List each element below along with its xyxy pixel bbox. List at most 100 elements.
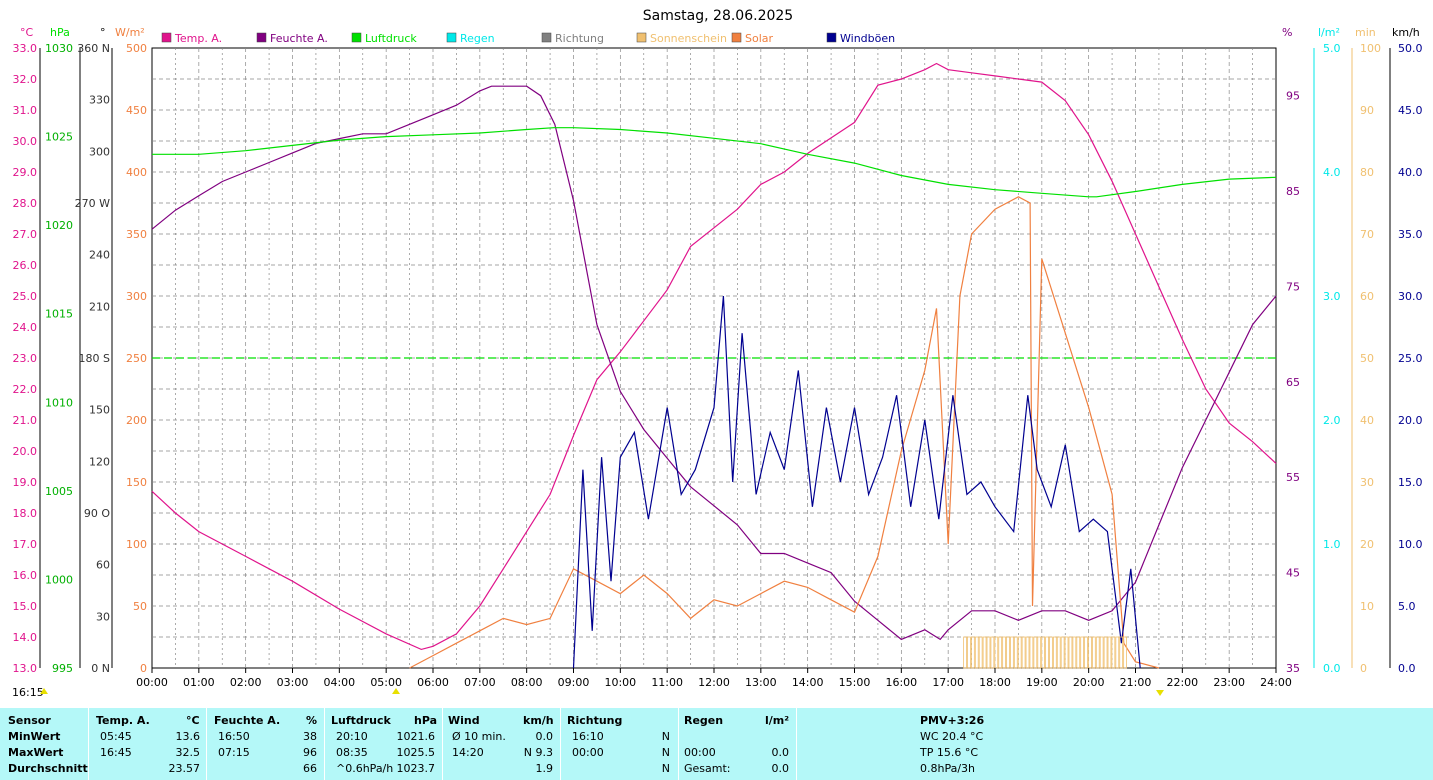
temp-tick-label: 23.0 [13, 352, 38, 365]
rain-tick-label: 1.0 [1323, 538, 1341, 551]
sunshine-tick-label: 20 [1360, 538, 1374, 551]
sunshine-tick-label: 60 [1360, 290, 1374, 303]
temp-tick-label: 17.0 [13, 538, 38, 551]
x-tick-label: 23:00 [1213, 676, 1245, 689]
stats-cell-temp: 32.5 [175, 746, 201, 759]
x-tick-label: 04:00 [323, 676, 355, 689]
humidity-tick-label: 45 [1286, 567, 1300, 580]
stats-cell-hum: 38 [303, 730, 317, 743]
axis-unit-label: W/m² [115, 26, 145, 39]
x-tick-label: 11:00 [651, 676, 683, 689]
legend-swatch [161, 32, 172, 43]
sunshine-bar [1111, 636, 1116, 669]
sunshine-bar [967, 636, 971, 669]
axis-unit-label: l/m² [1318, 26, 1340, 39]
temp-tick-label: 28.0 [13, 197, 38, 210]
x-tick-label: 12:00 [698, 676, 730, 689]
pressure-tick-label: 1030 [45, 42, 73, 55]
temp-tick-label: 20.0 [13, 445, 38, 458]
series-line-temp-a- [151, 62, 1277, 651]
temp-tick-label: 18.0 [13, 507, 38, 520]
x-tick-label: 24:00 [1260, 676, 1292, 689]
temp-tick-label: 19.0 [13, 476, 38, 489]
wind-tick-label: 25.0 [1398, 352, 1423, 365]
temp-tick-label: 25.0 [13, 290, 38, 303]
sunshine-bar [1119, 636, 1124, 669]
wind-tick-label: 30.0 [1398, 290, 1423, 303]
axis-unit-label: ° [100, 26, 106, 39]
x-tick-label: 17:00 [932, 676, 964, 689]
stats-cell-extra: TP 15.6 °C [920, 746, 979, 759]
direction-tick-label: 90 O [84, 507, 110, 520]
sunrise-icon [392, 688, 400, 694]
x-tick-label: 06:00 [417, 676, 449, 689]
stats-cell-rain-time: 00:00 [684, 746, 716, 759]
x-tick-label: 02:00 [230, 676, 262, 689]
stats-cell-label: MinWert [8, 730, 61, 743]
series-line-feuchte-a- [151, 85, 1277, 641]
sunshine-tick-label: 50 [1360, 352, 1374, 365]
x-tick-label: 10:00 [604, 676, 636, 689]
sunshine-bar [1107, 636, 1112, 669]
sunshine-tick-label: 30 [1360, 476, 1374, 489]
temp-tick-label: 31.0 [13, 104, 38, 117]
sunshine-bar [1041, 636, 1045, 669]
x-tick-label: 08:00 [511, 676, 543, 689]
footer-time: 16:15 [12, 686, 44, 699]
statistics-table: Sensor Temp. A. °C Feuchte A. % Luftdruc… [0, 708, 1433, 780]
sunshine-bar [1052, 636, 1057, 669]
legend-swatch [351, 32, 362, 43]
stats-header-temp: Temp. A. [96, 714, 150, 727]
legend-label: Solar [745, 32, 774, 45]
solar-tick-label: 350 [126, 228, 147, 241]
solar-tick-label: 500 [126, 42, 147, 55]
direction-tick-label: 150 [89, 404, 110, 417]
stats-header-rain: Regen [684, 714, 724, 727]
sunshine-bar [1045, 636, 1049, 669]
stats-cell-dir-time: 00:00 [572, 746, 604, 759]
legend-label: Richtung [555, 32, 604, 45]
pressure-tick-label: 995 [52, 662, 73, 675]
stats-cell-hum-time: 07:15 [218, 746, 250, 759]
x-tick-label: 03:00 [277, 676, 309, 689]
legend-swatch [446, 32, 457, 43]
temp-tick-label: 14.0 [13, 631, 38, 644]
stats-cell-dir: N [661, 762, 670, 775]
rain-tick-label: 2.0 [1323, 414, 1341, 427]
right-axes: 958575655545355.04.03.02.01.00.010090807… [1286, 42, 1423, 675]
temp-tick-label: 21.0 [13, 414, 38, 427]
sunshine-bar [978, 636, 983, 669]
pressure-tick-label: 1005 [45, 485, 73, 498]
legend-label: Sonnenschein [650, 32, 727, 45]
legend-swatch [826, 32, 837, 43]
x-tick-label: 22:00 [1166, 676, 1198, 689]
stats-cell-extra: WC 20.4 °C [920, 730, 984, 743]
sunshine-bar [1056, 636, 1061, 669]
stats-cell-press-time: 20:10 [336, 730, 368, 743]
sunshine-bar [1021, 636, 1026, 669]
x-tick-label: 19:00 [1026, 676, 1058, 689]
direction-tick-label: 300 [89, 145, 110, 158]
pressure-tick-label: 1010 [45, 396, 73, 409]
sunshine-bar [1037, 636, 1042, 669]
stats-cell-wind: 1.9 [535, 762, 554, 775]
stats-cell-hum: 96 [303, 746, 317, 759]
stats-cell-rain: 0.0 [771, 746, 790, 759]
x-tick-label: 09:00 [558, 676, 590, 689]
wind-tick-label: 10.0 [1398, 538, 1423, 551]
stats-header-temp-unit: °C [186, 714, 200, 727]
sunshine-bar [990, 636, 995, 669]
sunshine-bar [1013, 636, 1018, 669]
sunshine-bar [998, 636, 1003, 669]
temp-tick-label: 33.0 [13, 42, 38, 55]
sunshine-bar [1049, 636, 1053, 669]
sunshine-tick-label: 40 [1360, 414, 1374, 427]
stats-header-pmv: PMV+3:26 [920, 714, 985, 727]
temp-tick-label: 30.0 [13, 135, 38, 148]
direction-tick-label: 330 [89, 94, 110, 107]
sunshine-bar [1025, 636, 1030, 669]
stats-cell-wind: N 9.3 [523, 746, 553, 759]
sunshine-bar [1064, 636, 1069, 669]
solar-tick-label: 450 [126, 104, 147, 117]
stats-cell-press: 1023.7 [396, 762, 436, 775]
